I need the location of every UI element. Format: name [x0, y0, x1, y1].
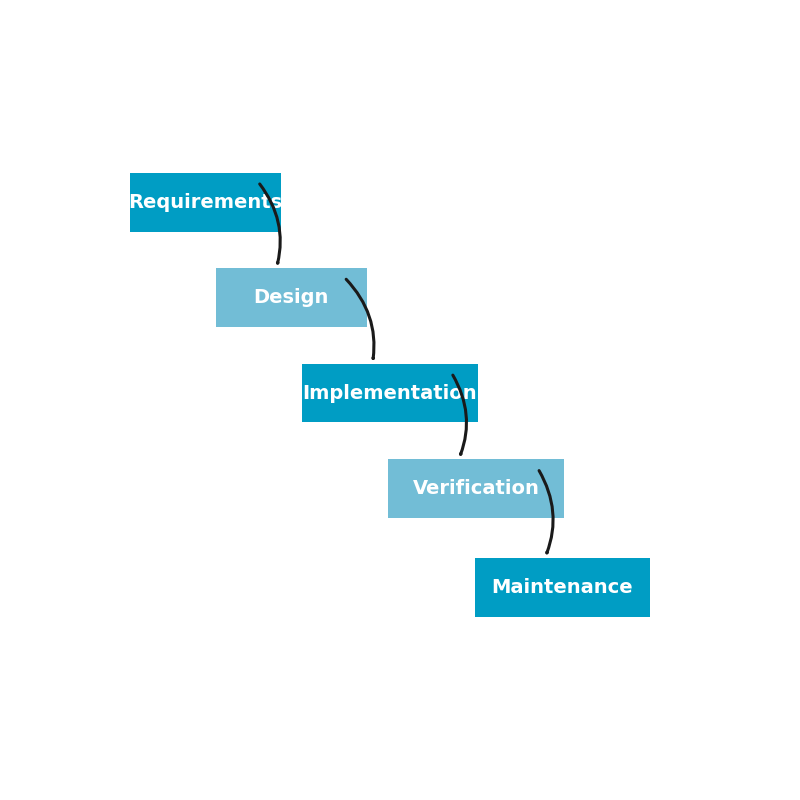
FancyArrowPatch shape — [453, 375, 466, 454]
FancyBboxPatch shape — [216, 269, 367, 327]
Text: Requirements: Requirements — [128, 193, 282, 212]
FancyArrowPatch shape — [346, 279, 374, 358]
FancyBboxPatch shape — [389, 459, 564, 518]
FancyBboxPatch shape — [130, 173, 281, 231]
FancyArrowPatch shape — [260, 184, 280, 263]
Text: Design: Design — [254, 288, 329, 307]
Text: Implementation: Implementation — [302, 384, 478, 402]
FancyArrowPatch shape — [539, 470, 553, 553]
FancyBboxPatch shape — [474, 558, 650, 617]
Text: Maintenance: Maintenance — [492, 578, 634, 597]
FancyBboxPatch shape — [302, 364, 478, 422]
Text: Verification: Verification — [413, 479, 540, 498]
